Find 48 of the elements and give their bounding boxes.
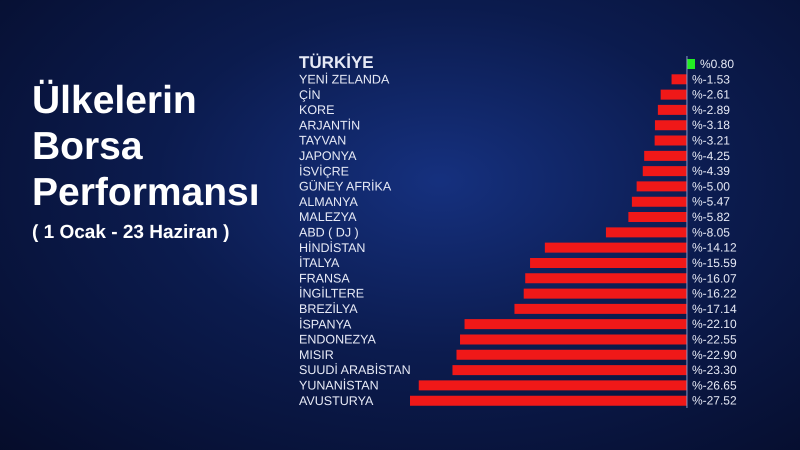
data-label: %-15.59 [692, 256, 737, 270]
y-tick-label: BREZİLYA [299, 302, 358, 316]
data-label: %-2.89 [692, 102, 730, 117]
y-tick-label: İNGİLTERE [299, 286, 364, 301]
data-label: %-17.14 [692, 302, 737, 316]
y-tick-label: SUUDİ ARABİSTAN [299, 363, 411, 378]
y-tick-label: İTALYA [299, 256, 340, 270]
y-tick-label: ALMANYA [299, 194, 358, 209]
data-label: %-22.90 [692, 348, 737, 362]
y-tick-label: İSPANYA [299, 317, 352, 332]
data-label: %-14.12 [692, 240, 737, 255]
y-tick-label: JAPONYA [299, 148, 358, 163]
y-tick-label: MALEZYA [299, 210, 358, 224]
y-tick-label: TÜRKİYE [299, 53, 374, 72]
y-tick-label: ABD ( DJ ) [299, 226, 359, 240]
y-tick-label: GÜNEY AFRİKA [299, 180, 392, 194]
data-label: %-4.39 [692, 164, 730, 178]
y-tick-label: ARJANTİN [299, 118, 360, 132]
text: Ülkelerin Borsa Performansı [32, 78, 261, 216]
data-label: %-23.30 [692, 363, 737, 378]
data-label: %-16.22 [692, 286, 737, 301]
y-tick-label: KORE [299, 103, 334, 118]
y-tick-label: YUNANİSTAN [299, 378, 379, 393]
y-tick-label: FRANSA [299, 271, 350, 286]
y-tick-label: ÇİN [299, 88, 321, 102]
y-tick-label: MISIR [299, 348, 334, 362]
data-label: %-5.47 [692, 194, 730, 209]
y-tick-label: AVUSTURYA [299, 394, 374, 408]
data-label: %-1.53 [692, 72, 730, 86]
text: ( 1 Ocak - 23 Haziran ) [32, 222, 230, 244]
data-label: %-5.82 [692, 210, 730, 224]
y-tick-label: HİNDİSTAN [299, 240, 366, 255]
data-label: %-16.07 [692, 271, 737, 286]
y-tick-label: ENDONEZYA [299, 332, 377, 347]
data-label: %-26.65 [692, 378, 737, 392]
data-label: %-3.21 [692, 134, 730, 148]
data-label: %-2.61 [692, 88, 730, 102]
data-label: %-8.05 [692, 225, 730, 240]
y-tick-label: YENİ ZELANDA [299, 72, 390, 86]
data-label: %0.80 [700, 57, 734, 71]
data-label: %-27.52 [692, 394, 737, 408]
y-tick-label: TAYVAN [299, 134, 346, 148]
data-label: %-22.10 [692, 317, 737, 332]
data-label: %-5.00 [692, 179, 730, 194]
data-label: %-3.18 [692, 118, 730, 132]
data-label: %-4.25 [692, 148, 730, 163]
data-label: %-22.55 [692, 332, 737, 346]
y-tick-label: İSVİÇRE [299, 164, 350, 178]
